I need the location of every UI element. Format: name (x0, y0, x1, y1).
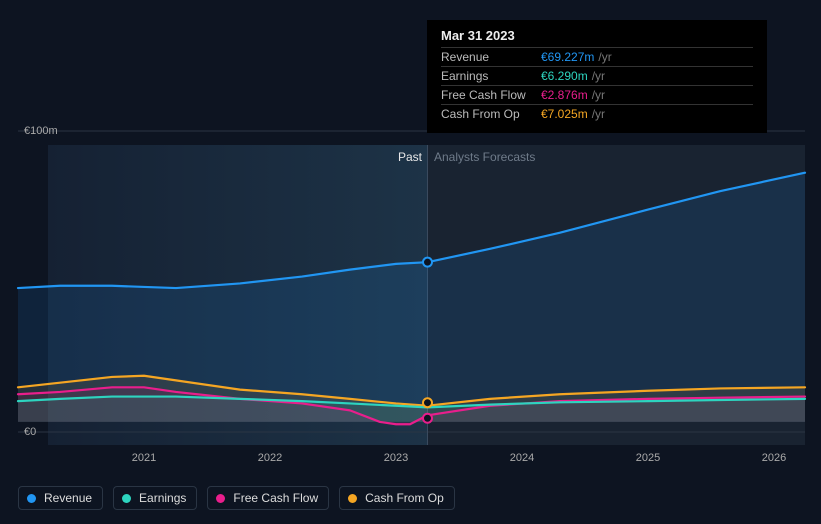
legend-dot-icon (348, 494, 357, 503)
x-axis-label: 2021 (132, 452, 156, 464)
tooltip-unit: /yr (592, 69, 605, 83)
x-axis-label: 2023 (384, 452, 408, 464)
legend-dot-icon (122, 494, 131, 503)
financial-chart: Mar 31 2023 Revenue€69.227m/yrEarnings€6… (0, 0, 821, 524)
tooltip-label: Free Cash Flow (441, 88, 541, 102)
tooltip-label: Revenue (441, 50, 541, 64)
x-axis-label: 2022 (258, 452, 282, 464)
legend-item-earnings[interactable]: Earnings (113, 486, 197, 510)
tooltip-date: Mar 31 2023 (441, 28, 753, 47)
tooltip-row-cash-from-op: Cash From Op€7.025m/yr (441, 104, 753, 123)
forecast-label: Analysts Forecasts (434, 150, 535, 164)
tooltip-row-revenue: Revenue€69.227m/yr (441, 47, 753, 66)
tooltip-unit: /yr (598, 50, 611, 64)
legend-item-revenue[interactable]: Revenue (18, 486, 103, 510)
legend-dot-icon (216, 494, 225, 503)
past-label: Past (398, 150, 422, 164)
tooltip-value: €6.290m (541, 69, 588, 83)
tooltip-row-earnings: Earnings€6.290m/yr (441, 66, 753, 85)
x-axis-label: 2026 (762, 452, 786, 464)
tooltip-unit: /yr (592, 107, 605, 121)
tooltip-value: €69.227m (541, 50, 594, 64)
x-axis-label: 2024 (510, 452, 534, 464)
x-axis-label: 2025 (636, 452, 660, 464)
tooltip-value: €7.025m (541, 107, 588, 121)
legend-item-free-cash-flow[interactable]: Free Cash Flow (207, 486, 329, 510)
tooltip-unit: /yr (592, 88, 605, 102)
legend-item-cash-from-op[interactable]: Cash From Op (339, 486, 455, 510)
legend-label: Earnings (139, 491, 186, 505)
legend-label: Revenue (44, 491, 92, 505)
legend-label: Free Cash Flow (233, 491, 318, 505)
tooltip-row-free-cash-flow: Free Cash Flow€2.876m/yr (441, 85, 753, 104)
tooltip-label: Cash From Op (441, 107, 541, 121)
tooltip-label: Earnings (441, 69, 541, 83)
y-axis-label: €100m (24, 125, 58, 137)
legend-dot-icon (27, 494, 36, 503)
legend-label: Cash From Op (365, 491, 444, 505)
chart-legend: Revenue Earnings Free Cash Flow Cash From O… (18, 486, 455, 510)
y-axis-label: €0 (24, 426, 36, 438)
tooltip-value: €2.876m (541, 88, 588, 102)
chart-tooltip: Mar 31 2023 Revenue€69.227m/yrEarnings€6… (427, 20, 767, 133)
